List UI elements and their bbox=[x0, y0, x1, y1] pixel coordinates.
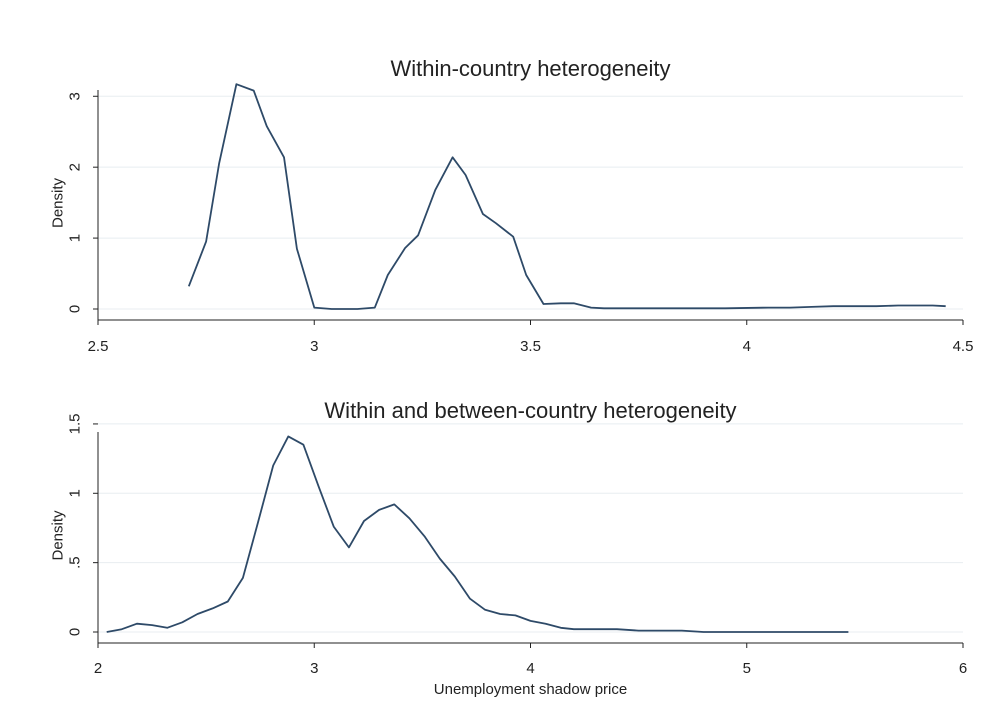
x-tick-label: 2 bbox=[94, 660, 102, 677]
y-tick-label: 3 bbox=[67, 92, 84, 100]
x-tick-label: 6 bbox=[959, 660, 967, 677]
y-tick-label: 1 bbox=[67, 489, 84, 497]
y-axis-label: Density bbox=[50, 510, 67, 561]
x-tick-label: 5 bbox=[743, 660, 751, 677]
x-tick-label: 4.5 bbox=[953, 338, 974, 355]
y-tick-label: .5 bbox=[67, 556, 84, 569]
x-tick-label: 4 bbox=[743, 338, 751, 355]
x-tick-label: 2.5 bbox=[88, 338, 109, 355]
x-tick-label: 3 bbox=[310, 660, 318, 677]
x-tick-label: 3 bbox=[310, 338, 318, 355]
density-line bbox=[187, 83, 946, 310]
chart-title: Within-country heterogeneity bbox=[390, 56, 670, 81]
y-tick-label: 0 bbox=[67, 305, 84, 313]
x-axis-label: Unemployment shadow price bbox=[434, 681, 627, 698]
y-tick-label: 2 bbox=[67, 163, 84, 171]
y-tick-label: 1.5 bbox=[67, 414, 84, 435]
chart-title: Within and between-country heterogeneity bbox=[324, 398, 736, 423]
x-tick-label: 4 bbox=[526, 660, 534, 677]
x-tick-label: 3.5 bbox=[520, 338, 541, 355]
y-tick-label: 1 bbox=[67, 234, 84, 242]
density-line bbox=[106, 435, 849, 633]
y-axis-label: Density bbox=[50, 177, 67, 228]
y-tick-label: 0 bbox=[67, 628, 84, 636]
